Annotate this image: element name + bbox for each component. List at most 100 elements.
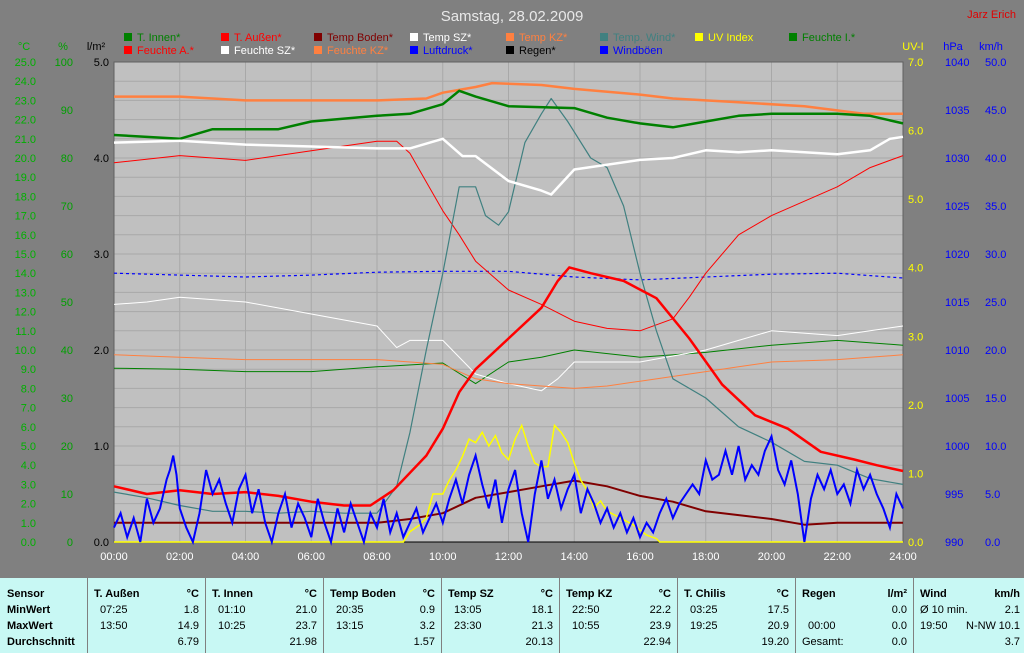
stats-title: T. Außen: [94, 588, 140, 600]
stats-regen-block: Regen l/m² 00:00 0.0 0.0 Gesamt: 0.0: [796, 578, 914, 653]
axis-tick-percent: 50: [61, 297, 73, 309]
axis-tick-uv: 2.0: [908, 400, 923, 412]
legend-swatch: [124, 33, 132, 41]
axis-tick-celsius: 18.0: [15, 191, 36, 203]
stats-avg: 22.94: [643, 636, 671, 648]
stats-wind-unit: km/h: [994, 588, 1020, 600]
x-tick-label: 02:00: [166, 551, 194, 563]
stats-block: Temp SZ °C 13:05 18.1 23:30 21.3 20.13: [442, 578, 560, 653]
axis-tick-wind: 0.0: [985, 537, 1000, 549]
axis-tick-celsius: 20.0: [15, 153, 36, 165]
axis-tick-wind: 50.0: [985, 57, 1006, 69]
stats-regen-total-label: Gesamt:: [802, 636, 844, 648]
legend-swatch: [124, 46, 132, 54]
stats-min: 0.9: [419, 604, 435, 616]
axis-tick-celsius: 6.0: [21, 422, 36, 434]
chart-title: Samstag, 28.02.2009: [441, 8, 584, 25]
axis-tick-percent: 10: [61, 489, 73, 501]
axis-tick-percent: 100: [55, 57, 73, 69]
stats-max: 20.9: [767, 620, 789, 632]
axis-tick-pressure: 990: [945, 537, 963, 549]
stats-regen-title: Regen: [802, 588, 836, 600]
axis-tick-rain: 5.0: [94, 57, 109, 69]
stats-regen-total: 0.0: [891, 636, 907, 648]
chart-legend: T. Innen* T. Außen* Temp Boden* Temp SZ* Tem…: [124, 32, 856, 57]
legend-label: Feuchte A.*: [137, 45, 195, 57]
legend-label: Feuchte SZ*: [234, 45, 296, 57]
axis-tick-uv: 3.0: [908, 331, 923, 343]
axis-tick-percent: 20: [61, 441, 73, 453]
stats-title: Temp SZ: [448, 588, 494, 600]
axis-tick-percent: 30: [61, 393, 73, 405]
axis-tick-celsius: 14.0: [15, 268, 36, 280]
axis-unit-pressure: hPa: [943, 41, 963, 53]
stats-block: T. Innen °C 01:10 21.0 10:25 23.7 21.98: [206, 578, 324, 653]
stats-wind-r1: 2.1: [1004, 604, 1020, 616]
axis-tick-celsius: 25.0: [15, 57, 36, 69]
axis-tick-pressure: 1005: [945, 393, 969, 405]
axis-tick-uv: 4.0: [908, 263, 923, 275]
stats-block: T. Chilis °C 03:25 17.5 19:25 20.9 19.20: [678, 578, 796, 653]
series-6: [113, 339, 904, 385]
axis-tick-wind: 15.0: [985, 393, 1006, 405]
axis-tick-celsius: 15.0: [15, 249, 36, 261]
legend-swatch: [600, 33, 608, 41]
axis-tick-percent: 60: [61, 249, 73, 261]
stats-avg: 20.13: [525, 636, 553, 648]
stats-min-time: 13:05: [454, 604, 482, 616]
series-4: [114, 81, 903, 116]
axis-tick-celsius: 3.0: [21, 479, 36, 491]
x-tick-label: 18:00: [692, 551, 720, 563]
stats-wind-title: Wind: [920, 588, 947, 600]
stats-unit: °C: [540, 588, 553, 600]
stats-min-time: 01:10: [218, 604, 246, 616]
series-layer: [113, 81, 904, 546]
stats-min: 1.8: [183, 604, 199, 616]
weather-chart: Samstag, 28.02.2009 Jarz Erich T. Innen*…: [14, 8, 1016, 563]
x-tick-label: 06:00: [297, 551, 325, 563]
stats-avg: 1.57: [413, 636, 435, 648]
stats-unit: °C: [304, 588, 317, 600]
legend-label: Regen*: [519, 45, 556, 57]
stats-unit: °C: [186, 588, 199, 600]
axis-tick-pressure: 1025: [945, 201, 969, 213]
axis-tick-celsius: 19.0: [15, 172, 36, 184]
axis-tick-percent: 90: [61, 105, 73, 117]
series-3: [113, 135, 904, 196]
axis-tick-celsius: 10.0: [15, 345, 36, 357]
axis-tick-pressure: 995: [945, 489, 963, 501]
chart-credit: Jarz Erich: [967, 9, 1016, 21]
legend-swatch: [789, 33, 797, 41]
axis-tick-pressure: 1010: [945, 345, 969, 357]
legend-label: Temp Boden*: [327, 32, 394, 44]
legend-label: UV Index: [708, 32, 754, 44]
stats-max-time: 13:15: [336, 620, 364, 632]
axis-tick-celsius: 24.0: [15, 76, 36, 88]
legend-swatch: [695, 33, 703, 41]
axis-tick-celsius: 8.0: [21, 383, 36, 395]
stats-title: T. Chilis: [684, 588, 726, 600]
axis-tick-percent: 80: [61, 153, 73, 165]
x-tick-label: 12:00: [495, 551, 523, 563]
stats-avg: 21.98: [289, 636, 317, 648]
x-tick-label: 04:00: [232, 551, 260, 563]
axis-tick-rain: 1.0: [94, 441, 109, 453]
axis-tick-celsius: 5.0: [21, 441, 36, 453]
axis-tick-celsius: 13.0: [15, 287, 36, 299]
stats-regen-unit: l/m²: [887, 588, 907, 600]
series-9: [113, 354, 904, 389]
axis-tick-pressure: 1015: [945, 297, 969, 309]
axis-tick-celsius: 2.0: [21, 499, 36, 511]
series-0: [113, 89, 904, 141]
stats-row-max: MaxWert: [7, 620, 53, 632]
x-tick-label: 22:00: [823, 551, 851, 563]
axis-tick-celsius: 7.0: [21, 403, 36, 415]
stats-max-time: 23:30: [454, 620, 482, 632]
axis-tick-celsius: 0.0: [21, 537, 36, 549]
legend-label: Temp. Wind*: [613, 32, 676, 44]
stats-regen-r2: 0.0: [891, 604, 907, 616]
stats-wind-r2-dir: N-NW: [966, 620, 996, 632]
stats-block: Temp Boden °C 20:35 0.9 13:15 3.2 1.57: [324, 578, 442, 653]
stats-block: Temp KZ °C 22:50 22.2 10:55 23.9 22.94: [560, 578, 678, 653]
axis-tick-pressure: 1000: [945, 441, 969, 453]
